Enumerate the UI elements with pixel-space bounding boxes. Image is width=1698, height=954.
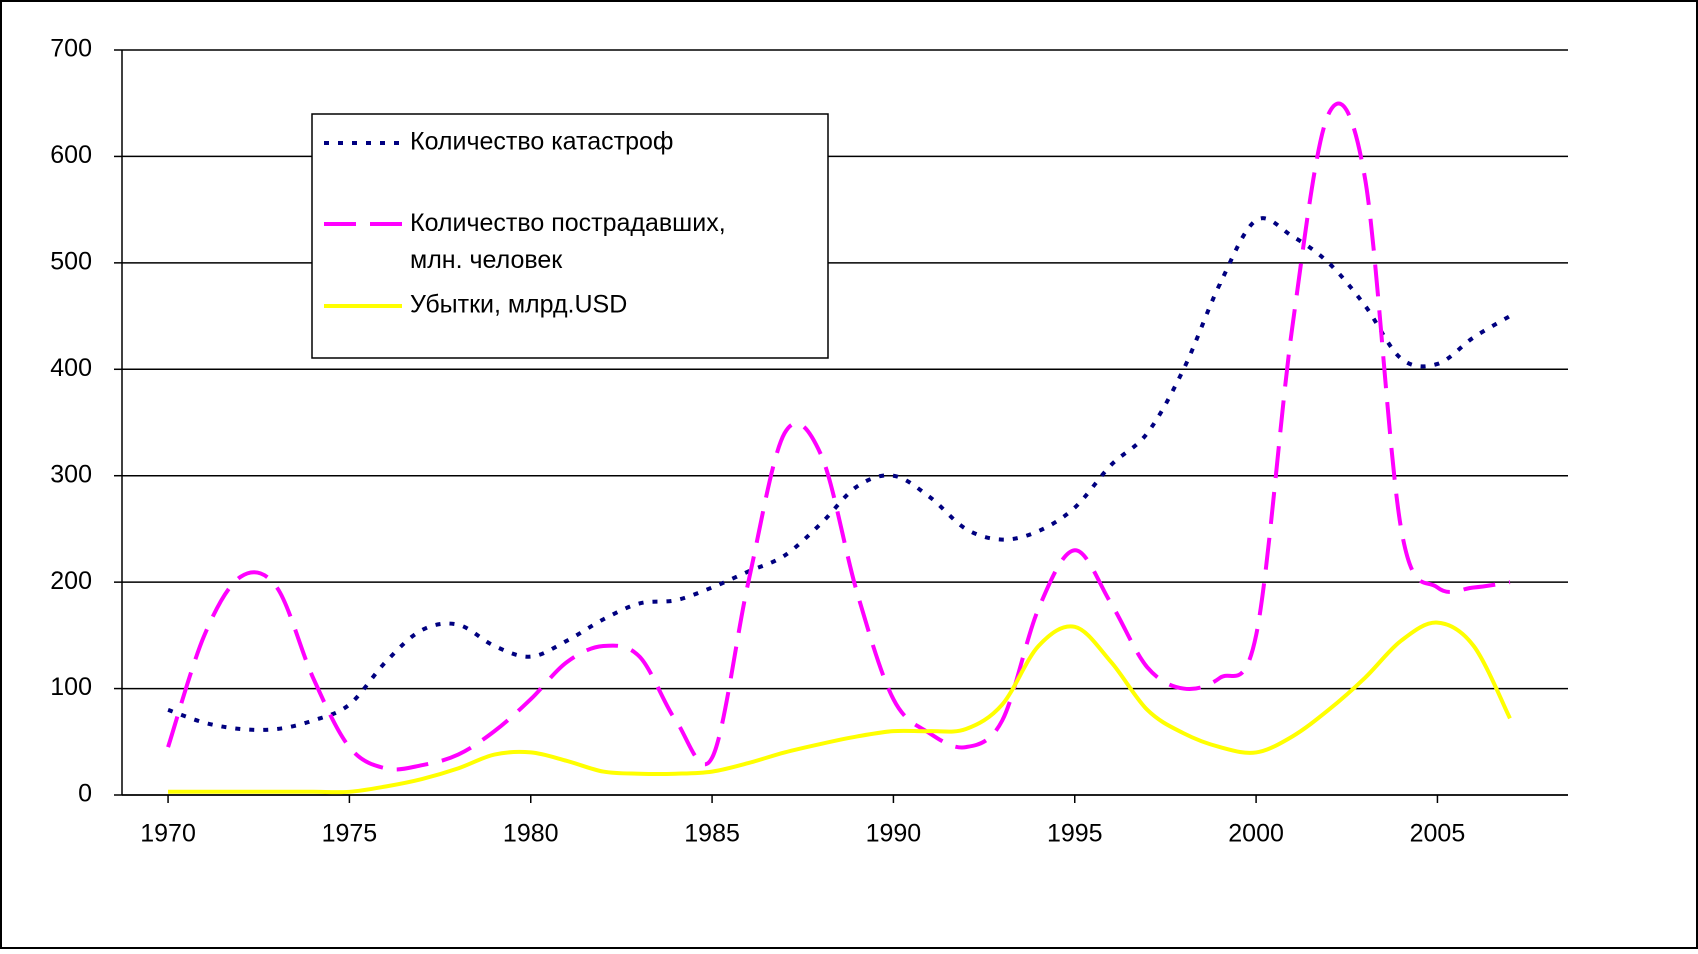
x-tick-label: 1995: [1047, 820, 1103, 848]
legend-label: Количество пострадавших, млн. человек: [410, 209, 726, 274]
y-tick-label: 600: [50, 141, 92, 169]
x-tick-label: 1980: [503, 820, 559, 848]
x-tick-label: 2000: [1228, 820, 1284, 848]
legend-box: [311, 113, 829, 359]
x-tick-label: 2005: [1410, 820, 1466, 848]
y-tick-label: 200: [50, 567, 92, 595]
x-tick-label: 1975: [322, 820, 378, 848]
x-tick-label: 1970: [140, 820, 196, 848]
x-tick-label: 1985: [684, 820, 740, 848]
series-line: [166, 101, 1511, 772]
y-tick-label: 500: [50, 247, 92, 275]
y-tick-label: 0: [78, 780, 92, 808]
y-tick-label: 400: [50, 354, 92, 382]
legend-label: Убытки, млрд.USD: [410, 291, 627, 319]
series-line: [167, 216, 1511, 732]
series-line: [168, 620, 1512, 795]
y-tick-label: 700: [50, 35, 92, 63]
legend-label: Количество катастроф: [410, 128, 673, 156]
x-tick-label: 1990: [866, 820, 922, 848]
y-tick-label: 300: [50, 460, 92, 488]
y-tick-label: 100: [50, 673, 92, 701]
